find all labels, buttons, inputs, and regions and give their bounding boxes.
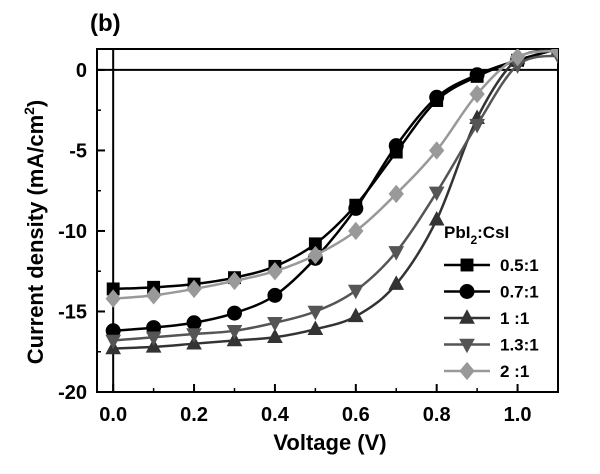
legend-item: 2 :1 [444, 361, 529, 381]
y-tick-label: -20 [58, 382, 87, 404]
legend-label: 0.7:1 [500, 283, 539, 302]
legend-item: 1 :1 [444, 309, 529, 328]
series-4 [105, 49, 558, 350]
data-point [428, 186, 445, 202]
y-tick-label: 0 [76, 60, 87, 82]
legend-marker [459, 309, 475, 324]
legend-label: 1 :1 [500, 309, 529, 328]
data-point [348, 200, 364, 216]
legend-item: 0.5:1 [444, 256, 539, 275]
legend-title: PbI2:CsI [444, 223, 509, 247]
y-axis: 0 -5 -10 -15 -20 [58, 60, 105, 404]
data-point [105, 334, 122, 350]
data-point [469, 118, 485, 134]
data-point [388, 246, 405, 261]
series-3 [105, 49, 558, 355]
data-point [307, 305, 324, 321]
data-point [186, 315, 202, 331]
series-5 [105, 49, 558, 308]
legend-label: 1.3:1 [500, 336, 539, 355]
y-axis-title: Current density (mA/cm2) [21, 100, 48, 365]
legend-marker [460, 258, 474, 272]
data-point [307, 245, 324, 265]
plot-frame [96, 48, 559, 393]
data-point [226, 271, 243, 291]
x-tick-label: 0.8 [423, 404, 451, 426]
y-tick-label: -15 [58, 301, 87, 323]
legend: PbI2:CsI 0.5:1 0.7:1 1 :1 1.3:1 2 :1 [444, 223, 539, 381]
legend-marker [459, 361, 475, 381]
data-point [429, 141, 445, 160]
data-point [267, 262, 283, 281]
data-point [347, 284, 364, 300]
y-tick-label: -5 [69, 140, 87, 162]
x-tick-label: 0.6 [342, 404, 370, 426]
data-point [348, 221, 364, 241]
x-axis: 0.0 0.2 0.4 0.6 0.8 1.0 [99, 384, 559, 426]
data-point [145, 331, 162, 347]
data-point [186, 279, 202, 299]
data-point [145, 286, 162, 305]
panel-label: (b) [90, 10, 121, 37]
series-layer [105, 49, 558, 355]
reference-lines [97, 49, 558, 392]
plot-area [96, 48, 559, 393]
data-point [226, 305, 242, 321]
data-point [267, 287, 283, 303]
data-point [186, 328, 202, 343]
legend-label: 2 :1 [500, 362, 529, 381]
x-tick-label: 1.0 [504, 404, 532, 426]
legend-marker [459, 284, 475, 299]
x-tick-label: 0.4 [261, 404, 290, 426]
data-point [388, 275, 405, 290]
data-point [509, 49, 526, 67]
legend-label: 0.5:1 [500, 256, 539, 275]
y-tick-label: -10 [58, 221, 87, 243]
x-axis-title: Voltage (V) [273, 430, 386, 455]
data-point [429, 89, 445, 105]
data-point [428, 210, 445, 226]
data-point [388, 138, 404, 154]
series-line [113, 54, 558, 342]
legend-marker [459, 338, 475, 354]
data-point [388, 184, 404, 204]
data-point [226, 325, 243, 340]
data-point [105, 289, 121, 308]
data-point [267, 328, 283, 343]
x-tick-label: 0.0 [99, 404, 127, 426]
legend-item: 1.3:1 [444, 336, 539, 355]
data-point [469, 67, 485, 83]
data-point [307, 320, 324, 335]
data-point [469, 84, 485, 104]
data-point [347, 307, 364, 323]
series-line [113, 49, 558, 291]
series-line [113, 49, 558, 300]
legend-item: 0.7:1 [444, 283, 539, 302]
data-point [550, 49, 558, 60]
x-tick-label: 0.2 [180, 404, 208, 426]
data-point [267, 317, 283, 332]
series-1 [106, 49, 558, 296]
